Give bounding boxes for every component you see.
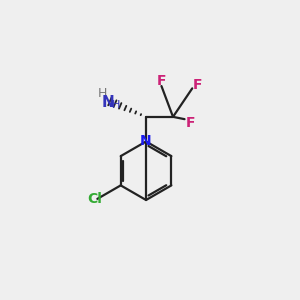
Text: F: F xyxy=(157,74,166,88)
Text: F: F xyxy=(186,116,196,130)
Text: F: F xyxy=(193,78,202,92)
Text: N: N xyxy=(140,134,152,148)
Text: H: H xyxy=(98,87,107,100)
Text: Cl: Cl xyxy=(88,192,103,206)
Text: H: H xyxy=(112,100,120,110)
Text: N: N xyxy=(102,95,115,110)
